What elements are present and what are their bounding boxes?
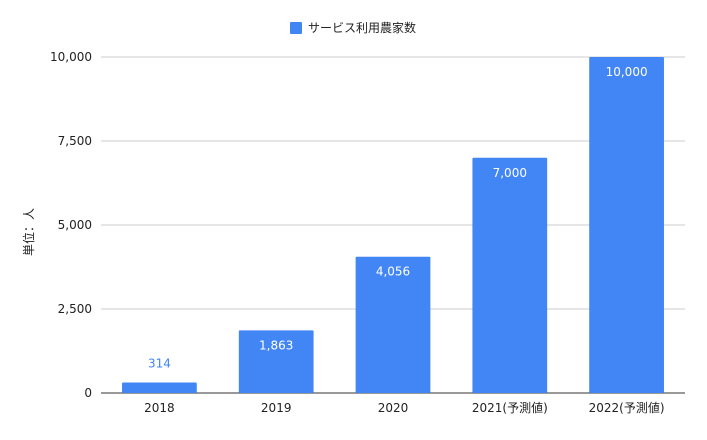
x-tick-label: 2018 <box>144 401 175 415</box>
bars <box>122 57 664 393</box>
bar <box>589 57 664 393</box>
data-label: 7,000 <box>493 166 527 180</box>
y-tick-label: 5,000 <box>58 218 92 232</box>
y-tick-label: 2,500 <box>58 302 92 316</box>
y-axis-title: 単位：人 <box>21 208 36 256</box>
grid-lines <box>101 56 685 394</box>
bar <box>238 330 314 393</box>
data-label: 10,000 <box>606 65 648 79</box>
x-tick-label: 2021(予測値) <box>472 400 548 415</box>
y-tick-label: 7,500 <box>58 134 92 148</box>
y-axis-ticks: 0 2,500 5,000 7,500 10,000 <box>50 50 92 400</box>
data-label: 4,056 <box>376 265 410 279</box>
bar <box>472 157 548 393</box>
x-tick-label: 2022(予測値) <box>589 400 665 415</box>
bar <box>122 382 197 393</box>
data-label: 314 <box>148 356 171 370</box>
bar <box>355 256 431 393</box>
data-labels: 314 1,863 4,056 7,000 10,000 <box>148 65 648 370</box>
y-tick-label: 0 <box>84 386 92 400</box>
legend-label: サービス利用農家数 <box>308 20 416 35</box>
legend: サービス利用農家数 <box>290 20 416 35</box>
x-axis-ticks: 2018 2019 2020 2021(予測値) 2022(予測値) <box>144 400 664 415</box>
legend-swatch <box>290 22 302 34</box>
y-tick-label: 10,000 <box>50 50 92 64</box>
x-tick-label: 2019 <box>261 401 292 415</box>
x-tick-label: 2020 <box>378 401 409 415</box>
data-label: 1,863 <box>259 338 293 352</box>
